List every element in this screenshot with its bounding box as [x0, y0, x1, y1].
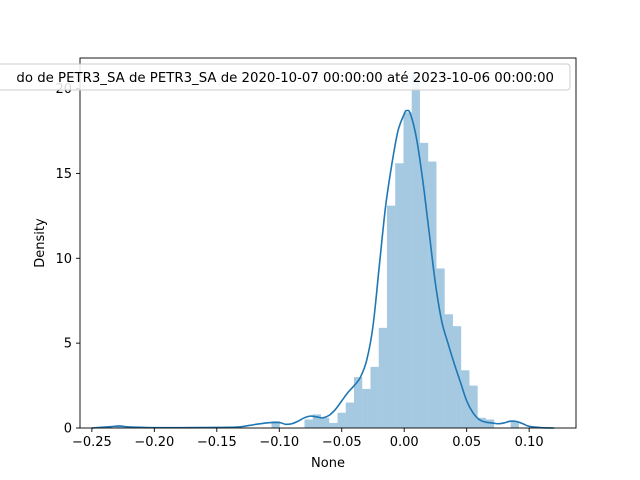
histogram-bar	[378, 327, 387, 428]
histogram-bar	[477, 417, 486, 428]
x-tick-label: −0.15	[197, 435, 237, 450]
kde-curve	[91, 109, 555, 429]
x-tick-label: −0.05	[322, 435, 362, 450]
x-tick-label: 0.05	[452, 435, 481, 450]
histogram-bar	[345, 402, 354, 428]
histogram-bar	[403, 112, 412, 429]
x-axis-ticks: −0.25 −0.20 −0.15 −0.10 −0.05 0.00 0.05 0.10	[72, 428, 544, 450]
histogram-bar	[362, 388, 371, 428]
plot-frame	[79, 57, 577, 429]
histogram-bar	[370, 366, 379, 428]
y-axis-label: Density	[33, 218, 48, 268]
histogram-bar	[321, 417, 330, 428]
histogram-bar	[337, 412, 346, 428]
y-tick-label: 5	[64, 337, 72, 352]
x-tick-label: −0.10	[259, 435, 299, 450]
x-axis-label: None	[311, 456, 345, 471]
y-tick-label: 0	[64, 422, 72, 437]
histogram-bar	[485, 419, 495, 428]
histogram-bar	[469, 385, 478, 428]
histogram-bar	[271, 421, 280, 428]
histogram-bar	[312, 414, 322, 428]
histogram-bar	[428, 161, 437, 428]
x-tick-label: −0.20	[134, 435, 174, 450]
legend-text: do de PETR3_SA de PETR3_SA de 2020-10-07…	[16, 70, 554, 86]
histogram-bar	[386, 205, 396, 428]
histogram-bar	[436, 268, 445, 428]
histogram-bar	[304, 419, 313, 428]
histogram-bar	[329, 422, 338, 428]
y-tick-label: 15	[55, 167, 72, 182]
histogram-bar	[419, 142, 429, 429]
x-tick-label: 0.00	[390, 435, 419, 450]
histogram-bar	[353, 377, 363, 428]
y-tick-label: 10	[55, 252, 72, 267]
legend-box	[0, 63, 571, 91]
x-tick-label: 0.10	[515, 435, 544, 450]
x-tick-label: −0.25	[72, 435, 112, 450]
histogram-bar	[510, 421, 519, 428]
histogram-bar	[395, 163, 404, 428]
histogram-bar	[452, 326, 462, 428]
histogram-bar	[444, 314, 453, 428]
legend: do de PETR3_SA de PETR3_SA de 2020-10-07…	[0, 63, 571, 91]
histogram-bar	[411, 74, 420, 429]
